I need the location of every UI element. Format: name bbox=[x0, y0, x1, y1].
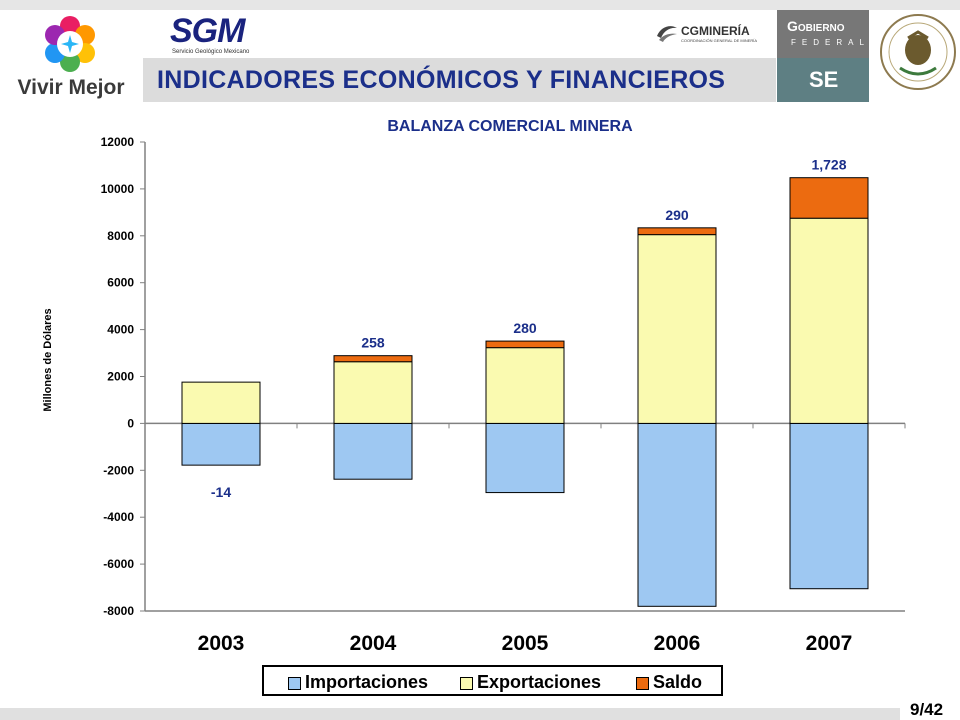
data-label-saldo-2004: 258 bbox=[361, 335, 385, 351]
bar-importaciones-2005 bbox=[485, 422, 565, 494]
y-tick-label: -2000 bbox=[103, 463, 134, 477]
legend-swatch-importaciones bbox=[288, 677, 301, 690]
bar-importaciones-2007 bbox=[789, 422, 869, 590]
y-tick-label: -8000 bbox=[103, 604, 134, 618]
x-category-label-2003: 2003 bbox=[198, 632, 245, 655]
gobierno-text: Gobierno bbox=[787, 18, 845, 34]
chart-title: BALANZA COMERCIAL MINERA bbox=[387, 118, 633, 135]
y-axis-label: Millones de Dólares bbox=[42, 308, 54, 411]
y-tick-label: -6000 bbox=[103, 557, 134, 571]
sgm-logo-subtitle: Servicio Geológico Mexicano bbox=[172, 49, 250, 55]
x-category-label-2007: 2007 bbox=[806, 632, 853, 655]
gobierno-federal-logo: Gobierno FEDERAL bbox=[777, 10, 869, 58]
bar-importaciones-2004 bbox=[333, 422, 413, 480]
bar-saldo-2004 bbox=[333, 355, 413, 363]
vivir-mejor-logo: Vivir Mejor bbox=[8, 14, 134, 106]
x-category-label-2005: 2005 bbox=[502, 632, 549, 655]
federal-text: FEDERAL bbox=[791, 38, 870, 47]
bar-exportaciones-2007 bbox=[789, 217, 869, 424]
mexican-seal-icon bbox=[878, 12, 958, 92]
data-label-saldo-2006: 290 bbox=[665, 207, 689, 223]
bar-exportaciones-2003 bbox=[181, 381, 261, 424]
legend-swatch-exportaciones bbox=[460, 677, 473, 690]
chart-labels: -14 2003 258 2004 280 2005 290 2006 1,728 2007 bbox=[198, 157, 853, 655]
bottom-bar bbox=[0, 708, 900, 720]
data-label-saldo-2007: 1,728 bbox=[811, 157, 846, 173]
y-tick-label: 0 bbox=[127, 416, 134, 430]
page-number: 9/42 bbox=[910, 700, 944, 719]
bar-saldo-2006 bbox=[637, 227, 717, 236]
y-tick-label: 6000 bbox=[107, 276, 134, 290]
flower-icon bbox=[45, 16, 95, 72]
cgmineria-logo-subtitle: COORDINACIÓN GENERAL DE MINERÍA bbox=[681, 38, 758, 43]
legend-label-saldo: Saldo bbox=[653, 672, 703, 692]
bar-importaciones-2006 bbox=[637, 422, 717, 607]
y-tick-label: 10000 bbox=[101, 182, 135, 196]
data-label-saldo-2003: -14 bbox=[211, 484, 231, 500]
x-category-label-2006: 2006 bbox=[654, 632, 701, 655]
page-title: INDICADORES ECONÓMICOS Y FINANCIEROS bbox=[157, 66, 726, 94]
top-bar bbox=[0, 0, 960, 10]
legend-label-importaciones: Importaciones bbox=[305, 672, 429, 692]
bar-exportaciones-2005 bbox=[485, 347, 565, 424]
vivir-mejor-text: Vivir Mejor bbox=[17, 76, 125, 99]
chart-legend: Importaciones Exportaciones Saldo bbox=[262, 665, 723, 696]
bar-importaciones-2003 bbox=[181, 422, 261, 466]
sgm-logo: SGM Servicio Geológico Mexicano bbox=[170, 12, 270, 56]
cgmineria-logo-text: CGMINERÍA bbox=[681, 24, 750, 38]
title-band: INDICADORES ECONÓMICOS Y FINANCIEROS bbox=[143, 58, 776, 102]
legend-label-exportaciones: Exportaciones bbox=[477, 672, 602, 692]
chart-bars bbox=[181, 177, 869, 607]
bar-saldo-2007 bbox=[789, 177, 869, 219]
y-tick-label: 8000 bbox=[107, 229, 134, 243]
y-tick-label: 2000 bbox=[107, 370, 134, 384]
se-logo: SE bbox=[777, 58, 869, 102]
y-tick-label: -4000 bbox=[103, 510, 134, 524]
cgmineria-logo: CGMINERÍA COORDINACIÓN GENERAL DE MINERÍ… bbox=[655, 22, 767, 48]
y-tick-label: 12000 bbox=[101, 135, 135, 149]
y-tick-label: 4000 bbox=[107, 323, 134, 337]
data-label-saldo-2005: 280 bbox=[513, 320, 537, 336]
legend-swatch-saldo bbox=[636, 677, 649, 690]
sgm-logo-text: SGM bbox=[170, 12, 245, 50]
bar-saldo-2005 bbox=[485, 340, 565, 349]
se-text: SE bbox=[809, 67, 839, 92]
bar-exportaciones-2004 bbox=[333, 361, 413, 424]
x-category-label-2004: 2004 bbox=[350, 632, 397, 655]
bar-exportaciones-2006 bbox=[637, 234, 717, 424]
cgmineria-swoosh-icon bbox=[657, 26, 677, 42]
